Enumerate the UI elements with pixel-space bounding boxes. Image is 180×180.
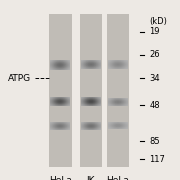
- Text: ATPG: ATPG: [8, 74, 31, 83]
- Bar: [80, 14, 102, 167]
- Text: JK: JK: [87, 176, 95, 180]
- Text: HeLa: HeLa: [49, 176, 72, 180]
- Text: 34: 34: [149, 74, 160, 83]
- Bar: [49, 14, 72, 167]
- Text: 85: 85: [149, 137, 160, 146]
- Text: 117: 117: [149, 155, 165, 164]
- Bar: [107, 14, 129, 167]
- Text: 26: 26: [149, 50, 160, 59]
- Text: 48: 48: [149, 101, 160, 110]
- Text: (kD): (kD): [149, 17, 167, 26]
- Text: HeLa: HeLa: [106, 176, 129, 180]
- Text: 19: 19: [149, 27, 160, 36]
